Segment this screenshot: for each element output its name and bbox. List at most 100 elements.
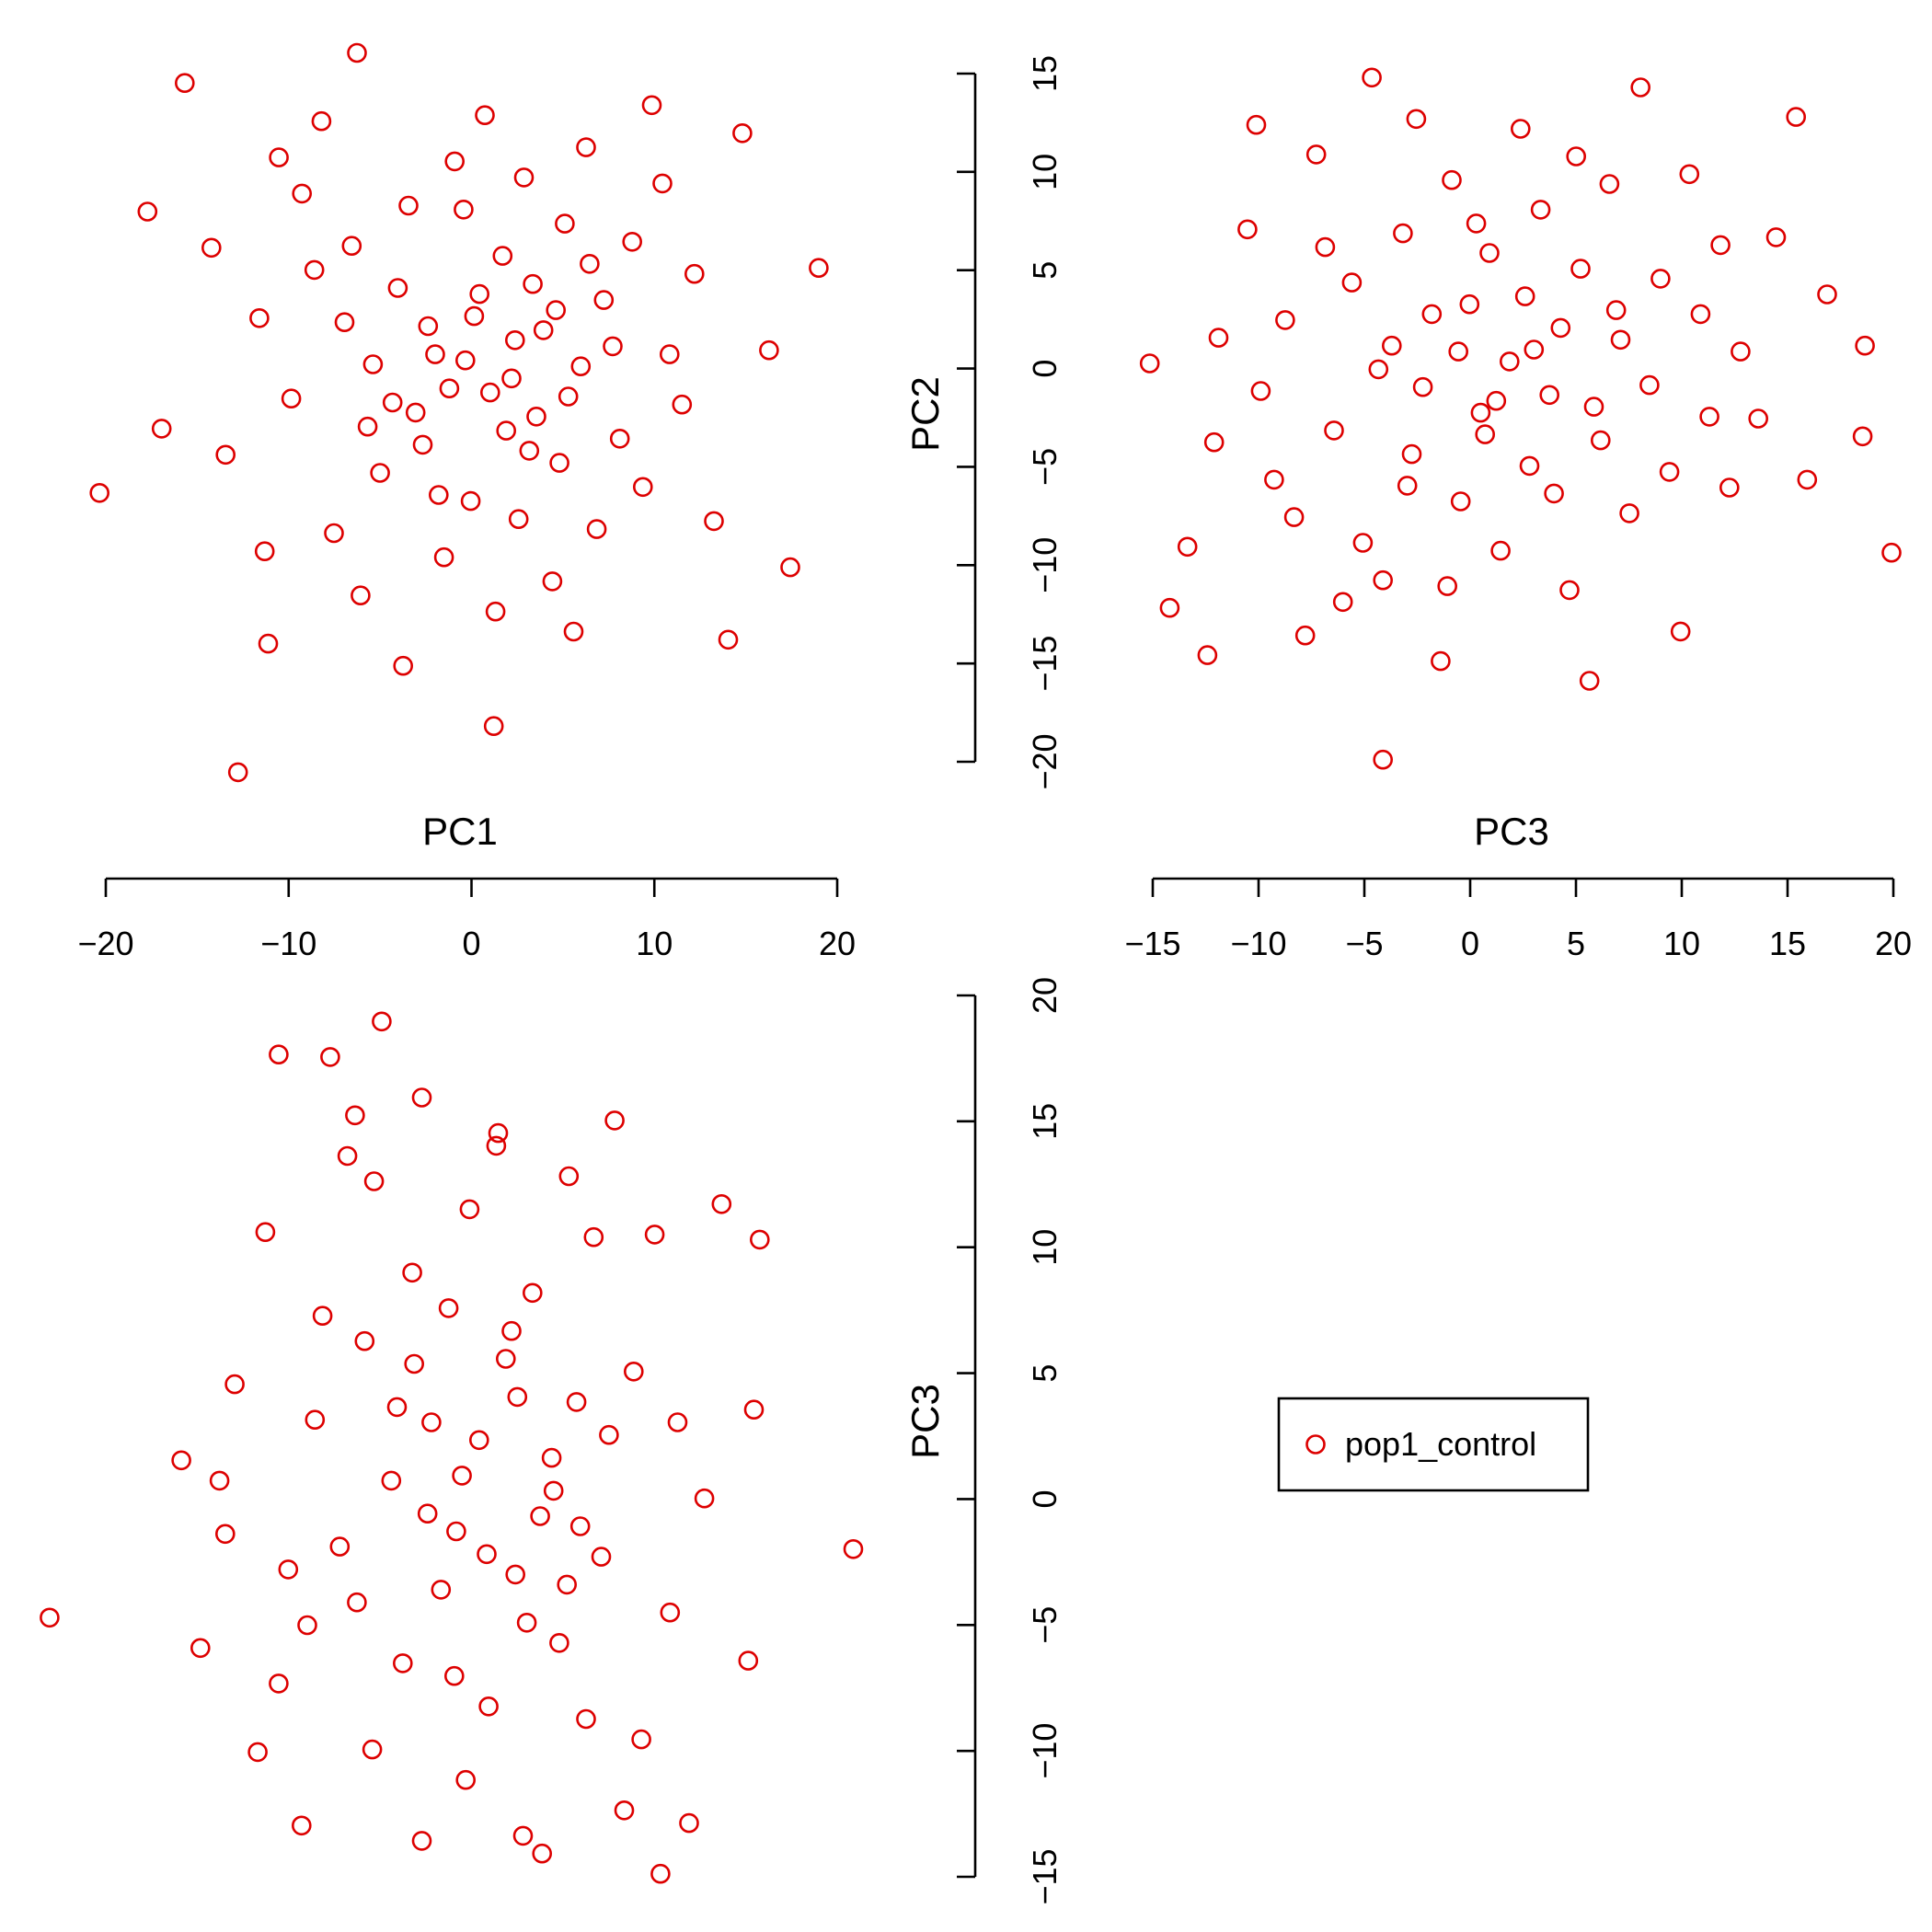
data-point <box>743 1399 765 1420</box>
data-point <box>468 1430 489 1451</box>
data-point <box>411 1087 432 1108</box>
data-point <box>372 1011 392 1032</box>
data-point <box>1619 503 1639 523</box>
y-axis-pc2-tick-label: 10 <box>1026 154 1064 190</box>
data-point <box>488 1122 509 1144</box>
data-point <box>593 290 615 310</box>
data-point <box>1490 540 1511 561</box>
data-point <box>526 406 546 427</box>
data-point <box>809 258 829 279</box>
data-point <box>1177 536 1198 558</box>
data-point <box>1475 424 1495 444</box>
data-point <box>305 1409 326 1430</box>
data-point <box>1275 310 1295 330</box>
data-point <box>516 1613 537 1633</box>
data-point <box>412 434 433 455</box>
data-point <box>576 1708 596 1730</box>
data-point <box>569 1516 591 1536</box>
data-point <box>1382 335 1402 356</box>
data-point <box>304 259 325 281</box>
data-point <box>576 137 596 157</box>
data-point <box>1605 300 1627 320</box>
data-point <box>1524 339 1545 360</box>
data-point <box>583 1226 604 1248</box>
data-point <box>1610 329 1631 351</box>
data-point <box>460 490 481 512</box>
data-point <box>759 339 779 361</box>
data-point <box>425 344 445 364</box>
data-point <box>711 1194 732 1214</box>
data-point <box>1679 164 1700 185</box>
data-point <box>337 1145 358 1167</box>
y-axis-title-pc2: PC2 <box>903 376 947 452</box>
data-point <box>1566 146 1586 167</box>
data-point <box>190 1638 211 1659</box>
data-point <box>269 147 289 167</box>
data-point <box>1421 304 1443 325</box>
data-point <box>614 1800 635 1821</box>
y-axis-pc2-tick-label: −5 <box>1026 448 1064 486</box>
y-axis-pc3-tick-label: 0 <box>1026 1489 1064 1508</box>
data-point <box>1544 483 1564 504</box>
data-point <box>1797 469 1818 490</box>
data-point <box>1539 385 1559 406</box>
data-point <box>311 110 332 132</box>
axes-layer: −20 −10 0 10 20 −15 −10 −5 0 5 10 15 20 −20 −15 −10 −5 0 5… <box>77 55 1912 1905</box>
data-point <box>254 541 275 562</box>
data-point <box>1305 144 1327 165</box>
data-point <box>402 1262 422 1283</box>
data-point <box>684 263 705 284</box>
data-point <box>89 482 109 503</box>
x-axis-pc1-tick-label: −10 <box>260 925 316 962</box>
data-point <box>652 173 673 194</box>
data-point <box>1500 351 1520 372</box>
data-point <box>411 1831 432 1851</box>
data-point <box>732 123 753 144</box>
data-point <box>1412 376 1433 397</box>
data-point <box>475 105 495 125</box>
x-axis-title-pc1: PC1 <box>422 810 498 853</box>
data-point <box>1559 580 1580 601</box>
data-point <box>1237 219 1258 240</box>
data-point <box>357 416 378 437</box>
data-point <box>505 1564 526 1585</box>
data-point <box>1699 407 1719 427</box>
data-point <box>455 1769 477 1790</box>
data-point <box>370 463 390 483</box>
data-point <box>532 1843 553 1864</box>
data-point <box>224 1374 245 1395</box>
data-point <box>209 1470 230 1491</box>
data-point <box>1294 625 1316 646</box>
y-axis-pc3-tick-label: −5 <box>1026 1606 1064 1644</box>
data-point <box>381 1470 402 1491</box>
data-point <box>609 428 630 449</box>
data-point <box>555 213 575 234</box>
data-point <box>324 523 344 544</box>
data-point <box>604 1110 625 1131</box>
data-point <box>530 1506 550 1526</box>
data-point <box>1324 420 1344 441</box>
data-point <box>363 1171 385 1191</box>
data-point <box>227 762 248 783</box>
data-point <box>632 477 653 498</box>
y-axis-pc3-tick-label: 5 <box>1026 1364 1064 1383</box>
data-point <box>718 629 739 650</box>
data-point <box>644 1225 665 1245</box>
data-point <box>495 1349 516 1369</box>
data-point <box>1599 174 1620 194</box>
data-point <box>443 1665 465 1686</box>
x-axis-pc3-tick-label: 5 <box>1567 925 1585 962</box>
data-point <box>329 1536 351 1557</box>
data-point <box>1519 455 1540 477</box>
data-point <box>320 1047 340 1067</box>
data-point <box>501 1320 522 1341</box>
data-point <box>1550 317 1571 339</box>
data-point <box>1448 341 1468 362</box>
data-point <box>507 1386 528 1408</box>
x-axis-pc3-tick-label: 0 <box>1461 925 1479 962</box>
data-point <box>297 1615 317 1636</box>
panel-pc1-vs-pc3 <box>40 1011 864 1884</box>
legend: pop1_control <box>1277 1397 1590 1492</box>
data-point <box>1332 592 1353 613</box>
data-point <box>1630 77 1650 98</box>
